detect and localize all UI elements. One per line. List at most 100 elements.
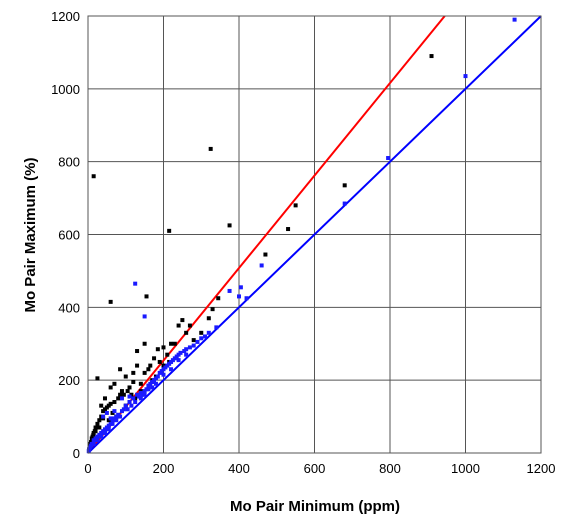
data-point-blue (203, 334, 208, 339)
reference-lines (87, 15, 542, 454)
data-point-blue (259, 263, 264, 268)
data-point-blue (195, 339, 200, 344)
data-point-black (125, 389, 130, 394)
data-point-blue (155, 374, 160, 379)
data-point-black (286, 227, 291, 232)
data-point-black (119, 389, 124, 394)
data-point-black (91, 430, 96, 435)
data-point-black (161, 345, 166, 350)
data-point-black (429, 54, 434, 59)
data-point-blue (152, 378, 157, 383)
x-tick-label: 200 (153, 461, 175, 476)
data-point-blue (102, 430, 107, 435)
data-point-black (138, 381, 143, 386)
data-point-blue (150, 385, 155, 390)
data-point-black (187, 323, 192, 328)
data-point-blue (129, 403, 134, 408)
data-point-black (135, 363, 140, 368)
y-tick-label: 0 (73, 446, 80, 461)
data-point-black (144, 294, 149, 299)
y-tick-label: 600 (58, 228, 80, 243)
data-point-blue (178, 350, 183, 355)
data-point-blue (95, 438, 100, 443)
data-point-blue (110, 421, 115, 426)
data-point-blue (238, 285, 243, 290)
data-point-black (152, 356, 157, 361)
data-point-blue (125, 407, 130, 412)
data-point-blue (237, 294, 241, 299)
data-point-black (148, 363, 153, 368)
data-point-blue (101, 414, 106, 419)
data-point-black (93, 425, 98, 430)
data-point-black (342, 183, 347, 188)
data-point-black (118, 367, 123, 372)
x-tick-label: 1200 (527, 461, 556, 476)
data-point-blue (142, 392, 147, 397)
data-point-black (165, 352, 170, 357)
y-axis-ticks: 0 200 400 600 800 1000 1200 (51, 9, 80, 461)
data-point-black (191, 338, 196, 343)
data-point-blue (184, 352, 189, 357)
y-tick-label: 1000 (51, 82, 80, 97)
x-tick-label: 1000 (451, 461, 480, 476)
data-point-black (167, 228, 172, 233)
data-point-black (157, 359, 162, 364)
data-point-blue (386, 156, 391, 161)
data-point-blue (119, 396, 124, 401)
data-point-black (121, 392, 126, 397)
data-point-blue (187, 345, 192, 350)
data-point-blue (127, 394, 132, 399)
data-point-blue (182, 349, 187, 354)
data-point-blue (91, 441, 96, 446)
data-point-black (142, 341, 147, 346)
red-reference-line (87, 15, 446, 454)
data-point-blue (161, 372, 166, 377)
data-point-black (210, 307, 215, 312)
data-point-blue (123, 403, 128, 408)
data-point-black (199, 330, 204, 335)
data-point-black (206, 316, 211, 321)
data-point-blue (112, 409, 117, 414)
data-point-blue (176, 358, 181, 363)
data-points (86, 17, 517, 454)
data-point-black (95, 376, 100, 381)
data-point-black (172, 341, 177, 346)
data-point-black (169, 341, 174, 346)
data-point-blue (108, 416, 113, 421)
data-point-black (131, 379, 136, 384)
data-point-black (123, 374, 128, 379)
data-point-blue (119, 409, 124, 414)
data-point-blue (244, 296, 249, 301)
y-tick-label: 800 (58, 155, 80, 170)
data-point-blue (99, 434, 104, 439)
data-point-black (155, 347, 160, 352)
data-point-blue (227, 288, 232, 293)
data-point-blue (114, 418, 119, 423)
data-point-blue (191, 343, 196, 348)
blue-reference-line (87, 15, 542, 454)
y-tick-label: 200 (58, 373, 80, 388)
data-point-black (108, 299, 113, 304)
data-point-blue (142, 389, 147, 394)
data-point-black (216, 296, 221, 301)
x-axis-title: Mo Pair Minimum (ppm) (230, 498, 400, 515)
data-point-black (263, 252, 268, 257)
data-point-blue (163, 365, 168, 370)
data-point-black (112, 400, 117, 405)
data-point-black (118, 392, 123, 397)
data-point-blue (169, 367, 174, 372)
data-point-black (146, 367, 151, 372)
data-point-blue (170, 358, 175, 363)
data-point-blue (153, 381, 158, 386)
y-tick-label: 400 (58, 300, 80, 315)
data-point-blue (133, 281, 138, 286)
data-point-blue (214, 325, 219, 330)
y-axis-title: Mo Pair Maximum (%) (22, 157, 39, 312)
x-tick-label: 400 (228, 461, 250, 476)
data-point-black (91, 174, 96, 179)
data-point-black (101, 409, 106, 414)
data-point-blue (174, 354, 179, 359)
data-point-black (97, 418, 102, 423)
data-point-blue (118, 414, 123, 419)
data-point-blue (167, 361, 172, 366)
